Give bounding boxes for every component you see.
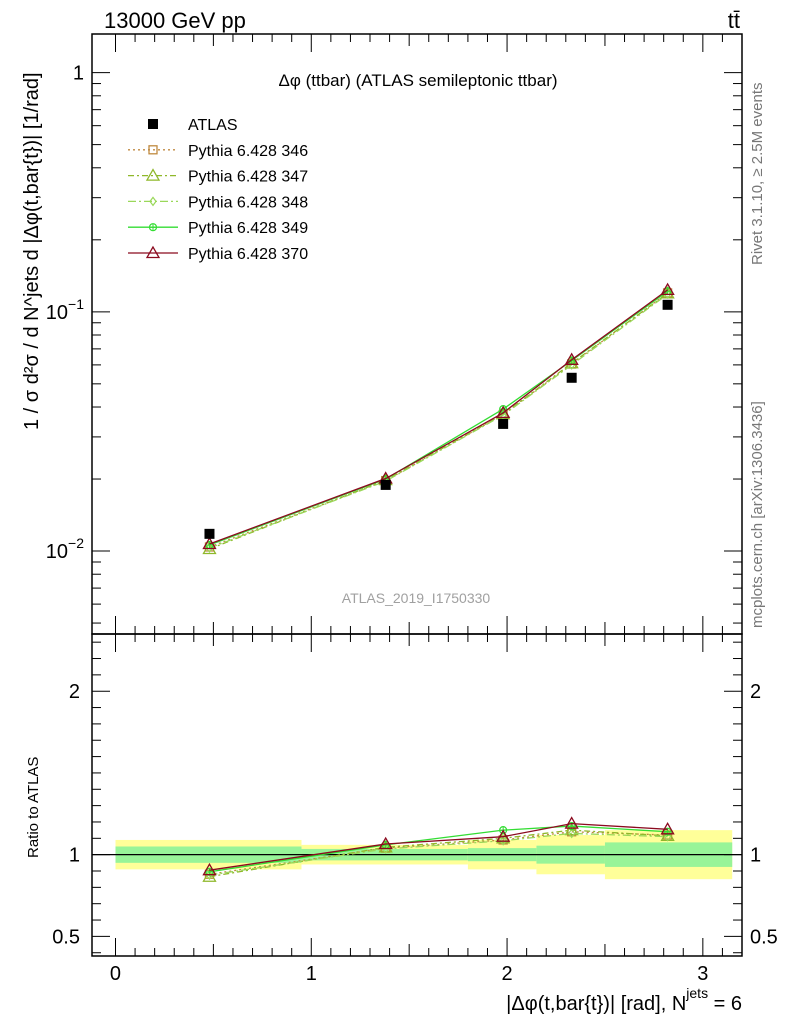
ratio-point-pythia-6-428-348-2	[499, 835, 507, 846]
ratio-line-pythia-6-428-370	[209, 822, 668, 871]
main-panel: 1 10−1 10−2 Δφ (ttbar) (ATLAS semileptonic…	[21, 33, 743, 635]
legend-marker-pythia-6-428-370	[145, 245, 161, 259]
main-point-atlas-2	[498, 418, 509, 429]
legend-label-pythia-6-428-347: Pythia 6.428 347	[188, 169, 308, 186]
main-axis-ticks	[92, 34, 742, 634]
x-axis-label-main: |Δφ(t,bar{t})| [rad], N	[506, 993, 686, 1015]
main-point-pythia-6-428-370-3	[564, 352, 579, 365]
rivet-label: Rivet 3.1.10, ≥ 2.5M events	[749, 83, 766, 266]
ratio-panel: 2 2 1 1 0.5 0.5 0 1 2 3 Ratio to ATLAS |Δφ(t,bar…	[25, 633, 778, 1015]
ratio-y-tick-label-left: 2	[69, 681, 80, 703]
main-y-tick-label: 10−2	[46, 535, 84, 563]
main-y-tick-label: 10−1	[46, 296, 84, 324]
main-line-pythia-6-428-347	[209, 292, 668, 550]
watermark: ATLAS_2019_I1750330	[342, 590, 491, 606]
legend-marker-atlas	[148, 119, 158, 129]
ratio-point-pythia-6-428-370-1	[378, 836, 393, 850]
main-line-pythia-6-428-370	[209, 289, 668, 545]
ratio-y-tick-label-right: 1	[750, 845, 761, 867]
main-point-pythia-6-428-370-2	[496, 405, 511, 419]
main-line-pythia-6-428-346	[209, 292, 668, 548]
ratio-point-pythia-6-428-370-4	[660, 822, 675, 835]
main-point-atlas-3	[566, 372, 577, 383]
legend-marker-pythia-6-428-349	[148, 223, 158, 232]
legend-label-pythia-6-428-346: Pythia 6.428 346	[188, 143, 308, 160]
x-tick-label: 0	[110, 963, 121, 985]
main-point-atlas-0	[204, 528, 215, 539]
main-y-tick-labels: 1 10−1 10−2	[46, 63, 84, 563]
ratio-line-pythia-6-428-347	[209, 829, 668, 878]
ratio-y-tick-label-right: 0.5	[750, 926, 778, 948]
main-point-atlas-4	[662, 299, 673, 310]
ratio-y-axis-label: Ratio to ATLAS	[25, 757, 42, 858]
main-y-axis-label: 1 / σ d²σ / d N^jets d |Δφ(t,bar{t})| [1…	[21, 72, 43, 430]
legend-label-atlas: ATLAS	[188, 117, 238, 134]
ratio-y-tick-label-left: 0.5	[52, 926, 80, 948]
main-y-tick-label: 1	[73, 63, 84, 85]
x-axis-label-tail: = 6	[708, 993, 742, 1015]
legend-label-pythia-6-428-348: Pythia 6.428 348	[188, 194, 308, 211]
main-title: Δφ (ttbar) (ATLAS semileptonic ttbar)	[278, 71, 557, 90]
legend-label-pythia-6-428-349: Pythia 6.428 349	[188, 220, 308, 237]
ratio-y-tick-labels: 2 2 1 1 0.5 0.5	[52, 681, 778, 948]
legend: ATLAS Pythia 6.428 346 Pythia 6.428 347 Pyt…	[128, 117, 308, 263]
process-label: tt̄	[728, 8, 740, 33]
legend-marker-pythia-6-428-347	[145, 168, 161, 181]
x-axis-label-sup: jets	[685, 985, 708, 1001]
ratio-axis-ticks	[92, 634, 742, 956]
main-line-pythia-6-428-348	[209, 293, 668, 549]
legend-label-pythia-6-428-370: Pythia 6.428 370	[188, 246, 308, 263]
mcplots-label: mcplots.cern.ch [arXiv:1306.3436]	[749, 401, 766, 628]
ratio-y-tick-label-left: 1	[69, 845, 80, 867]
ratio-point-pythia-6-428-347-2	[496, 831, 511, 844]
x-tick-label: 3	[697, 963, 708, 985]
x-axis-label: |Δφ(t,bar{t})| [rad], Njets = 6	[506, 985, 742, 1015]
main-point-pythia-6-428-370-4	[660, 282, 675, 296]
ratio-plot-frame	[91, 633, 743, 957]
ratio-point-pythia-6-428-370-0	[202, 862, 217, 876]
ratio-point-pythia-6-428-370-2	[496, 829, 511, 842]
main-series-group	[202, 282, 675, 555]
x-tick-label: 1	[306, 963, 317, 985]
ratio-point-pythia-6-428-347-3	[564, 822, 579, 836]
energy-label: 13000 GeV pp	[104, 8, 246, 33]
main-point-pythia-6-428-348-0	[205, 542, 214, 553]
legend-marker-pythia-6-428-348	[149, 196, 157, 207]
ratio-point-pythia-6-428-370-3	[564, 816, 579, 829]
ratio-point-pythia-6-428-348-3	[567, 828, 576, 839]
x-tick-label: 2	[501, 963, 512, 985]
main-line-pythia-6-428-349	[209, 290, 668, 546]
x-tick-labels: 0 1 2 3	[110, 963, 708, 985]
main-point-atlas-1	[380, 479, 391, 490]
ratio-point-pythia-6-428-348-0	[205, 870, 214, 881]
ratio-line-pythia-6-428-346	[209, 831, 668, 875]
main-point-pythia-6-428-370-0	[202, 536, 217, 550]
ratio-series-group	[202, 816, 675, 882]
ratio-y-tick-label-right: 2	[750, 681, 761, 703]
legend-marker-pythia-6-428-346	[148, 145, 158, 155]
